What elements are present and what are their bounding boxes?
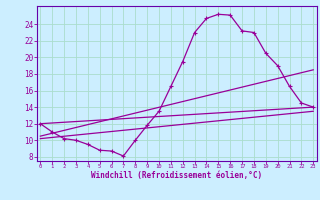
- X-axis label: Windchill (Refroidissement éolien,°C): Windchill (Refroidissement éolien,°C): [91, 171, 262, 180]
